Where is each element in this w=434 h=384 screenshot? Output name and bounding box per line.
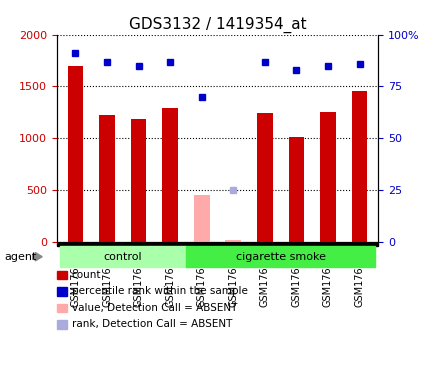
Bar [67, 66, 83, 242]
Bar [225, 240, 240, 242]
Bar [99, 116, 115, 242]
Text: count: count [72, 270, 101, 280]
Text: value, Detection Call = ABSENT: value, Detection Call = ABSENT [72, 303, 237, 313]
Text: agent: agent [4, 252, 36, 262]
Bar [288, 137, 304, 242]
Text: rank, Detection Call = ABSENT: rank, Detection Call = ABSENT [72, 319, 232, 329]
Text: cigarette smoke: cigarette smoke [235, 252, 325, 262]
Text: control: control [103, 252, 142, 262]
Bar [194, 195, 209, 242]
Bar [256, 113, 272, 242]
Bar [319, 113, 335, 242]
Title: GDS3132 / 1419354_at: GDS3132 / 1419354_at [128, 17, 306, 33]
Bar [162, 108, 178, 242]
Bar [351, 91, 367, 242]
Bar [130, 119, 146, 242]
Text: percentile rank within the sample: percentile rank within the sample [72, 286, 247, 296]
